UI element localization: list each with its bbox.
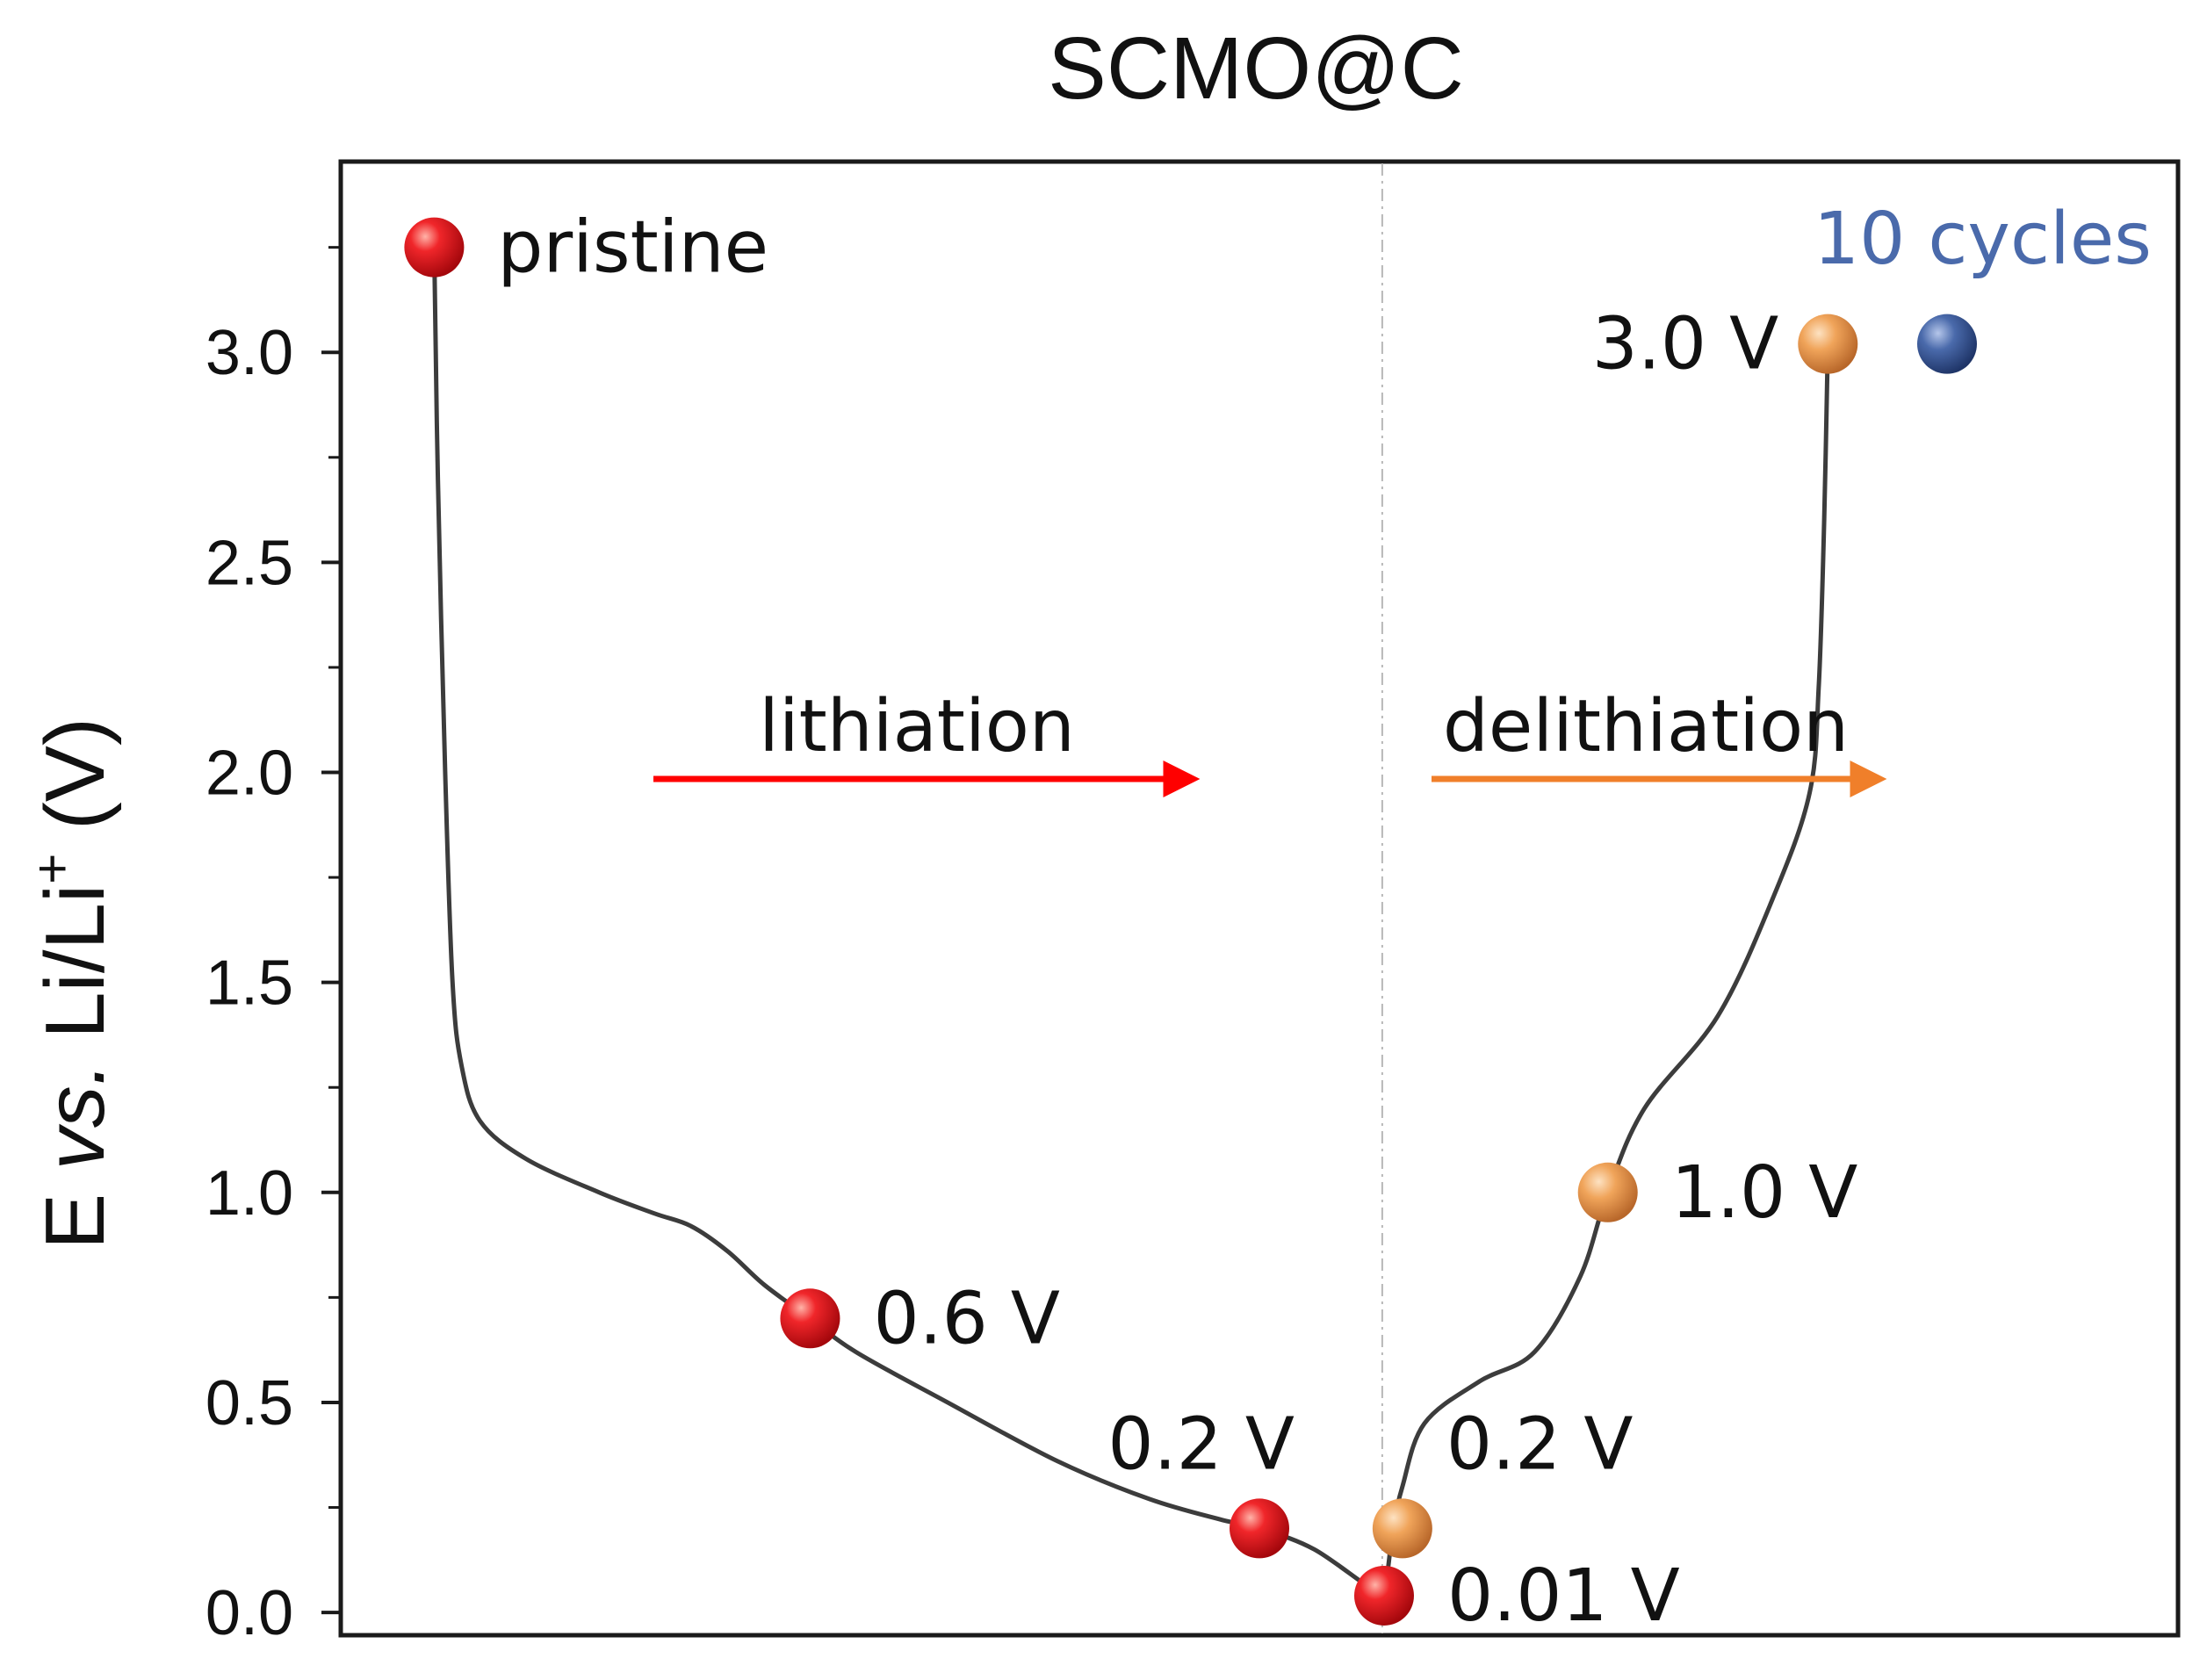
lithiation-label: lithiation [759, 685, 1075, 768]
y-axis-tick-labels: 0.0 0.5 1.0 1.5 2.0 2.5 3.0 [206, 318, 293, 1648]
y-tick-label: 0.5 [206, 1368, 293, 1438]
red-state-marker [1353, 1565, 1414, 1626]
orange-state-marker [1577, 1162, 1638, 1222]
state-marker-labels: pristine 0.6 V 0.2 V 0.01 V 0.2 V 1.0 V 3.0 V [497, 206, 1857, 1638]
y-axis-label-italic: vs. [28, 1063, 122, 1171]
y-tick-label: 1.0 [206, 1158, 293, 1229]
chart-title: SCMO@C [1048, 19, 1464, 118]
orange-state-marker [1798, 314, 1858, 374]
y-axis-label-main: Li/Li [28, 884, 122, 1063]
state-marker-label: pristine [497, 206, 768, 290]
cycles-label: 10 cycles [1814, 198, 2152, 281]
delithiation-label: delithiation [1443, 685, 1849, 768]
state-marker-label: 0.2 V [1107, 1402, 1295, 1486]
y-tick-label: 0.0 [206, 1578, 293, 1648]
red-state-marker [1230, 1498, 1289, 1559]
y-tick-label: 2.5 [206, 528, 293, 598]
y-axis-label-sup: + [23, 854, 82, 884]
y-tick-label: 2.0 [206, 739, 293, 809]
svg-text:E vs. Li/Li+ (V): E vs. Li/Li+ (V) [23, 717, 122, 1250]
state-marker-label: 0.6 V [873, 1277, 1060, 1360]
y-axis-label-prefix: E [28, 1170, 122, 1250]
orange-state-marker [1372, 1498, 1432, 1559]
state-marker-label: 0.01 V [1447, 1554, 1680, 1638]
y-axis-label: E vs. Li/Li+ (V) [23, 717, 122, 1250]
state-marker-label: 1.0 V [1671, 1151, 1858, 1235]
blue-state-marker [1917, 314, 1977, 374]
y-axis-label-suffix: (V) [28, 717, 122, 854]
state-marker-label: 3.0 V [1592, 303, 1779, 386]
voltage-curve [431, 245, 1830, 1598]
plot-frame [338, 159, 2181, 1638]
state-markers [404, 217, 1977, 1626]
red-state-marker [404, 217, 465, 278]
state-marker-label: 0.2 V [1446, 1402, 1634, 1486]
red-state-marker [780, 1288, 840, 1349]
y-tick-label: 1.5 [206, 948, 293, 1019]
y-axis-ticks [321, 246, 341, 1615]
y-tick-label: 3.0 [206, 318, 293, 388]
